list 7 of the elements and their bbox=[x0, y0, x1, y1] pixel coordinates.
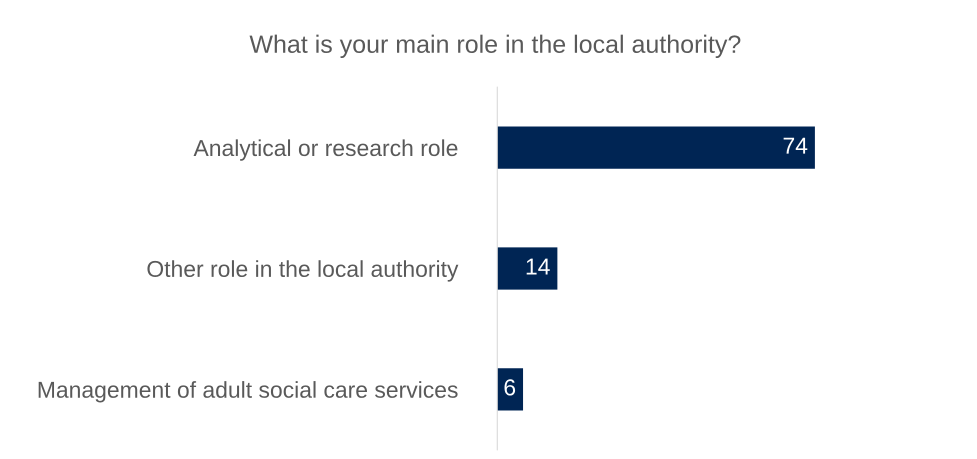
y-tick-label: Analytical or research role bbox=[194, 139, 458, 161]
y-tick-label: Other role in the local authority bbox=[147, 260, 458, 282]
chart-title: What is your main role in the local authority? bbox=[250, 34, 740, 58]
data-label: 14 bbox=[526, 258, 550, 274]
data-label: 74 bbox=[784, 138, 808, 154]
data-label: 6 bbox=[504, 379, 516, 396]
y-tick-label: Management of adult social care services bbox=[38, 381, 458, 402]
